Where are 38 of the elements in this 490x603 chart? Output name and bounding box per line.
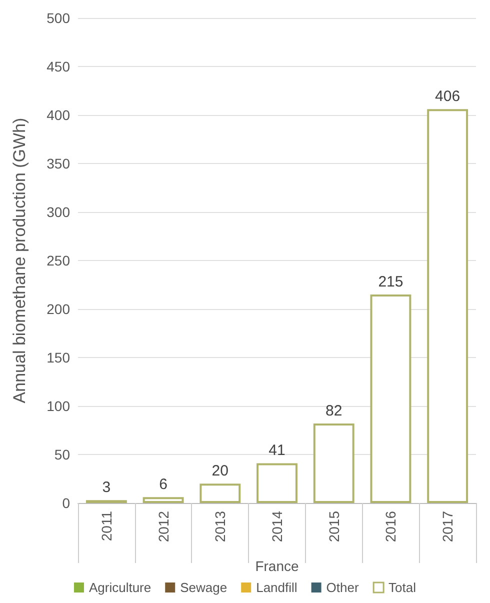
legend-label: Other <box>326 580 360 595</box>
legend-label: Agriculture <box>88 580 152 595</box>
y-tick-label: 100 <box>46 398 70 414</box>
x-axis-title: France <box>255 558 299 574</box>
legend-label: Total <box>388 580 416 595</box>
data-label: 41 <box>268 442 286 460</box>
x-tick-label: 2015 <box>326 510 342 542</box>
data-label: 20 <box>212 462 228 480</box>
legend-label: Sewage <box>180 580 228 595</box>
y-tick-label: 50 <box>54 446 70 462</box>
y-tick-label: 350 <box>46 156 70 172</box>
bar <box>256 463 298 503</box>
y-tick-label: 300 <box>46 204 70 220</box>
bar <box>313 423 354 503</box>
bar <box>200 484 241 503</box>
x-tick-label: 2013 <box>212 510 228 542</box>
y-tick-label: 400 <box>46 107 70 123</box>
y-tick-label: 200 <box>46 301 70 317</box>
y-tick-label: 500 <box>46 10 70 26</box>
data-label: 82 <box>326 402 342 420</box>
data-label: 406 <box>435 88 460 106</box>
y-tick-label: 450 <box>46 58 70 74</box>
x-tick-label: 2017 <box>440 510 456 542</box>
bar <box>142 497 184 503</box>
legend-label: Landfill <box>256 580 298 595</box>
bar <box>427 109 468 503</box>
y-axis-title: Annual biomethane production (GWh) <box>10 118 29 404</box>
x-tick-label: 2016 <box>382 510 399 542</box>
bar <box>370 294 412 503</box>
x-tick-label: 2012 <box>155 510 172 542</box>
y-tick-label: 150 <box>46 350 70 366</box>
y-tick-label: 250 <box>46 252 70 268</box>
x-tick-label: 2014 <box>269 510 285 542</box>
x-tick-label: 2011 <box>98 510 114 542</box>
data-label: 215 <box>378 273 404 290</box>
data-label: 3 <box>102 479 111 496</box>
data-label: 6 <box>159 476 168 494</box>
y-tick-label: 0 <box>62 495 70 511</box>
